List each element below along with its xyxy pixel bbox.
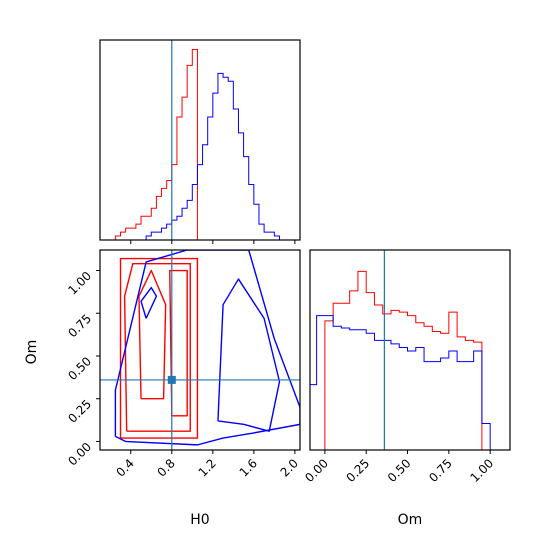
- om-xtick-label-4: 1.00: [467, 456, 496, 485]
- h0-axis-label: H0: [190, 512, 209, 528]
- h0-om-contour-panel: 0.4 0.8 1.2 1.6 2.0 0.00 0.25 0.50 0.75 1.00: [65, 249, 301, 480]
- contour-ytick-label-2: 0.50: [65, 354, 94, 383]
- contour-red-0: [119, 257, 199, 439]
- om-xtick-label-0: 0.00: [302, 456, 331, 485]
- contour-ytick-label-4: 1.00: [65, 269, 94, 298]
- contour-red-1: [123, 262, 191, 432]
- h0-marginal-panel: [99, 39, 301, 244]
- contour-xtick-label-2: 1.2: [196, 456, 219, 479]
- om-xtick-label-2: 0.50: [385, 456, 414, 485]
- contour-xtick-label-1: 0.8: [155, 456, 178, 479]
- contour-xtick-label-3: 1.6: [237, 456, 260, 479]
- contour-blue-2: [140, 286, 158, 319]
- om-axis-label-x: Om: [398, 512, 423, 528]
- om-axis-label-y: Om: [24, 340, 40, 365]
- contour-ytick-label-1: 0.25: [65, 397, 94, 426]
- om-xtick-label-1: 0.25: [344, 456, 373, 485]
- om-marginal-panel: 0.00 0.25 0.50 0.75 1.00: [302, 249, 511, 485]
- om-marginal-frame: [309, 249, 511, 451]
- contour-frame: [99, 249, 301, 451]
- contour-blue-1: [217, 278, 281, 432]
- h0-hist-red: [114, 49, 300, 240]
- h0-hist-blue: [115, 72, 300, 240]
- om-hist-blue: [310, 315, 507, 450]
- contour-red-3: [169, 269, 188, 417]
- om-xtick-label-3: 0.75: [426, 456, 455, 485]
- contour-red-2: [138, 269, 167, 400]
- h0-marginal-frame: [99, 39, 301, 241]
- contour-xtick-label-4: 2.0: [278, 456, 301, 479]
- truth-marker: [167, 375, 176, 384]
- contour-ytick-label-0: 0.00: [65, 440, 94, 469]
- contour-xtick-label-0: 0.4: [113, 456, 136, 479]
- contour-ytick-label-3: 0.75: [65, 311, 94, 340]
- contour-blue-0: [114, 250, 300, 446]
- om-hist-red: [310, 270, 507, 450]
